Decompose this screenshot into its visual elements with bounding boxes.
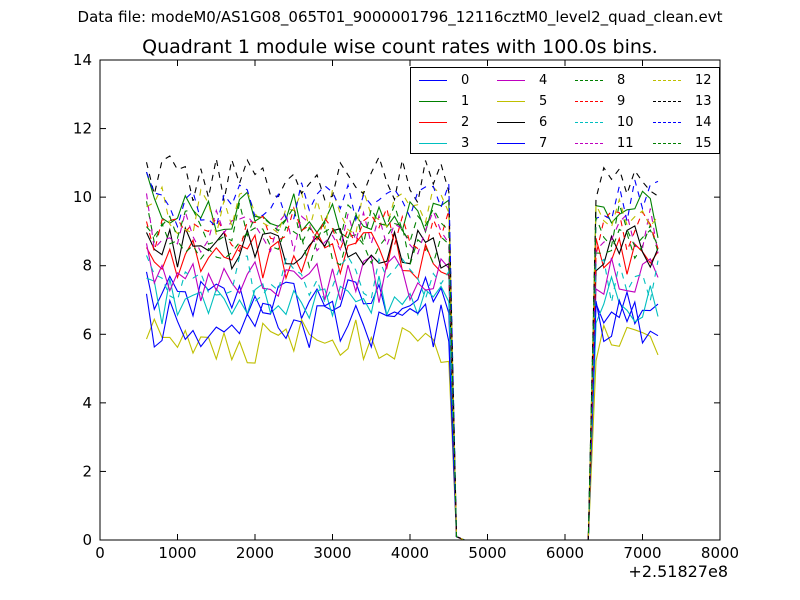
legend-label: 4: [539, 72, 548, 88]
legend-swatch: [419, 100, 447, 102]
legend-item-15: 15: [653, 132, 712, 154]
legend-swatch: [419, 121, 447, 123]
legend-item-13: 13: [653, 90, 712, 112]
x-tick-label: 7000: [623, 544, 661, 562]
x-tick-label: 6000: [546, 544, 584, 562]
legend-label: 5: [539, 93, 548, 109]
legend-label: 9: [617, 93, 626, 109]
legend-swatch: [419, 79, 447, 81]
y-tick-label: 0: [82, 531, 92, 549]
series-line-1: [145, 171, 659, 541]
legend-label: 1: [461, 93, 470, 109]
legend-label: 7: [539, 135, 548, 151]
legend-label: 6: [539, 114, 548, 130]
legend-swatch: [497, 79, 525, 81]
legend-label: 13: [695, 93, 712, 109]
legend-item-6: 6: [497, 111, 547, 133]
legend-label: 8: [617, 72, 626, 88]
legend-label: 15: [695, 135, 712, 151]
legend-label: 12: [695, 72, 712, 88]
legend-item-2: 2: [419, 111, 469, 133]
series-line-7: [145, 293, 659, 541]
x-tick-label: 2000: [236, 544, 274, 562]
legend-swatch: [575, 121, 603, 123]
series-line-9: [145, 206, 659, 541]
series-line-13: [145, 155, 659, 541]
legend-item-4: 4: [497, 69, 547, 91]
y-tick-label: 4: [82, 394, 92, 412]
legend-label: 11: [617, 135, 634, 151]
series-line-14: [145, 171, 659, 541]
series-line-0: [145, 271, 659, 541]
legend-item-10: 10: [575, 111, 634, 133]
legend-swatch: [497, 121, 525, 123]
legend-swatch: [653, 100, 681, 102]
legend-item-8: 8: [575, 69, 625, 91]
legend-label: 3: [461, 135, 470, 151]
legend-swatch: [653, 142, 681, 144]
legend-item-14: 14: [653, 111, 712, 133]
legend-item-7: 7: [497, 132, 547, 154]
y-tick-label: 10: [73, 188, 92, 206]
legend-item-3: 3: [419, 132, 469, 154]
series-line-11: [145, 193, 659, 541]
legend-swatch: [419, 142, 447, 144]
legend-swatch: [653, 121, 681, 123]
series-line-15: [146, 202, 659, 541]
legend-item-9: 9: [575, 90, 625, 112]
y-tick-label: 6: [82, 325, 92, 343]
series-line-12: [146, 185, 659, 541]
tick-layer: 0 1000 2000 3000 4000 5000 6000 7000 80000246810…: [73, 51, 739, 562]
legend-label: 0: [461, 72, 470, 88]
series-line-8: [145, 201, 659, 541]
x-tick-label: 1000: [158, 544, 196, 562]
series-layer: [145, 155, 659, 541]
legend-label: 14: [695, 114, 712, 130]
series-line-2: [146, 230, 659, 541]
legend-swatch: [497, 142, 525, 144]
series-line-6: [146, 225, 659, 541]
legend-item-1: 1: [419, 90, 469, 112]
y-tick-label: 8: [82, 257, 92, 275]
legend-label: 2: [461, 114, 470, 130]
x-axis-offset-label: +2.51827e8: [628, 562, 728, 581]
legend-swatch: [497, 100, 525, 102]
legend-item-12: 12: [653, 69, 712, 91]
y-tick-label: 14: [73, 51, 92, 69]
x-tick-label: 8000: [701, 544, 739, 562]
legend: 0 1 2 3 4 5 6 7 8 9 10 11 12 13 14 15: [410, 67, 720, 154]
figure-suptitle: Data file: modeM0/AS1G08_065T01_90000017…: [77, 8, 723, 26]
legend-label: 10: [617, 114, 634, 130]
legend-swatch: [575, 142, 603, 144]
y-tick-label: 12: [73, 120, 92, 138]
legend-item-11: 11: [575, 132, 634, 154]
x-tick-label: 3000: [313, 544, 351, 562]
x-tick-label: 0: [95, 544, 105, 562]
legend-item-0: 0: [419, 69, 469, 91]
legend-swatch: [575, 100, 603, 102]
legend-swatch: [653, 79, 681, 81]
x-tick-label: 4000: [391, 544, 429, 562]
x-tick-label: 5000: [468, 544, 506, 562]
legend-item-5: 5: [497, 90, 547, 112]
y-tick-label: 2: [82, 462, 92, 480]
chart-title: Quadrant 1 module wise count rates with …: [142, 36, 658, 58]
series-line-5: [145, 317, 659, 541]
legend-swatch: [575, 79, 603, 81]
